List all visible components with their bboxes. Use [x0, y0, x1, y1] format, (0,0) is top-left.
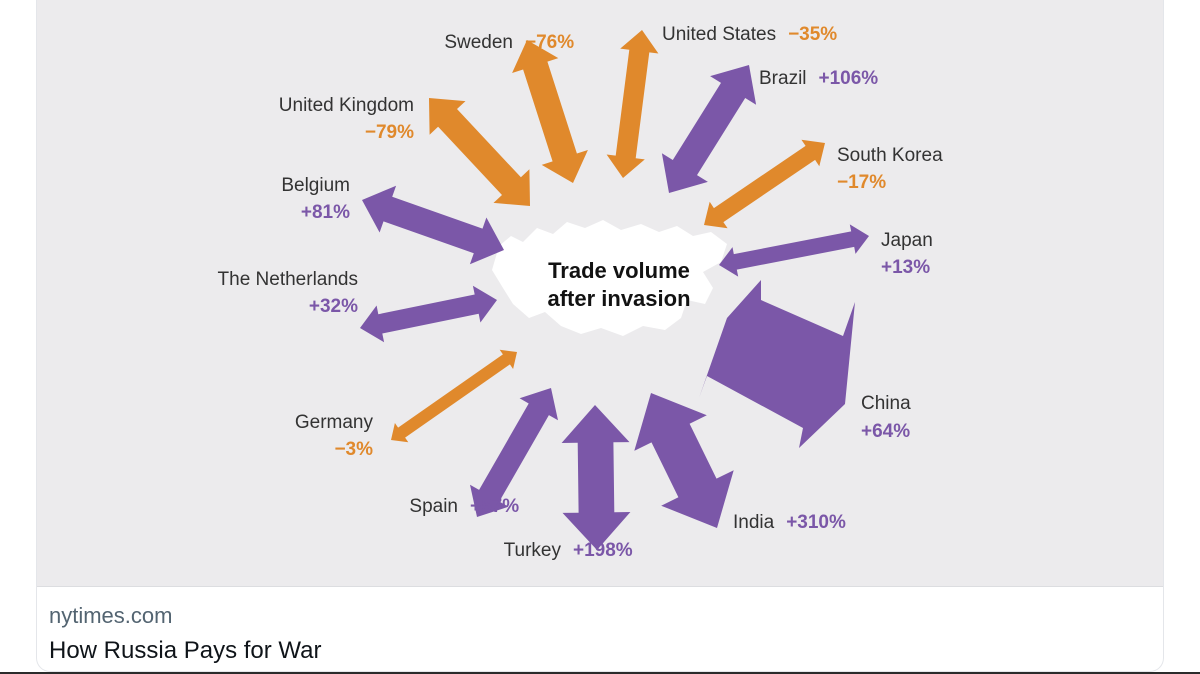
- arrow-the-netherlands: [360, 285, 497, 343]
- arrow-united-kingdom: [429, 98, 530, 206]
- arrow-japan: [719, 224, 869, 277]
- label-south-korea: South Korea: [837, 145, 943, 166]
- arrow-china: [699, 280, 855, 448]
- arrow-sweden: [512, 40, 588, 183]
- value-india: +310%: [786, 512, 846, 533]
- label-united-states: United States: [662, 24, 776, 45]
- value-turkey: +198%: [573, 540, 633, 561]
- value-sweden: −76%: [525, 32, 574, 53]
- value-belgium: +81%: [301, 202, 350, 223]
- value-china: +64%: [861, 421, 910, 442]
- label-germany: Germany: [295, 412, 374, 433]
- link-headline[interactable]: How Russia Pays for War: [49, 637, 322, 664]
- value-the-netherlands: +32%: [309, 296, 358, 317]
- arrow-india: [634, 393, 734, 528]
- value-japan: +13%: [881, 257, 930, 278]
- label-sweden: Sweden: [444, 32, 513, 53]
- chart-title-line2: after invasion: [547, 286, 690, 311]
- russia-map: [492, 220, 727, 336]
- divider: [0, 672, 1200, 674]
- arrow-chart: Trade volume after invasion −76% Sweden Un…: [218, 24, 944, 561]
- label-belgium: Belgium: [281, 175, 350, 196]
- label-the-netherlands: The Netherlands: [218, 269, 358, 290]
- link-preview-card[interactable]: Trade volume after invasion −76% Sweden Un…: [36, 0, 1164, 672]
- label-turkey: Turkey: [504, 540, 562, 561]
- label-japan: Japan: [881, 230, 933, 251]
- arrow-united-states: [606, 30, 659, 178]
- value-united-states: −35%: [788, 24, 837, 45]
- label-spain: Spain: [409, 496, 458, 517]
- arrow-brazil: [661, 65, 757, 193]
- arrow-germany: [391, 349, 517, 443]
- arrow-belgium: [362, 185, 504, 265]
- trade-volume-graphic: Trade volume after invasion −76% Sweden Un…: [37, 0, 1163, 587]
- value-brazil: +106%: [819, 68, 879, 89]
- chart-title-line1: Trade volume: [548, 258, 690, 283]
- arrow-south-korea: [704, 139, 825, 229]
- link-domain[interactable]: nytimes.com: [49, 603, 173, 628]
- label-brazil: Brazil: [759, 68, 807, 89]
- label-china: China: [861, 393, 911, 414]
- arrow-spain: [470, 388, 558, 517]
- arrow-turkey: [561, 405, 631, 550]
- value-south-korea: −17%: [837, 172, 886, 193]
- value-spain: +57%: [470, 496, 519, 517]
- label-india: India: [733, 512, 775, 533]
- label-united-kingdom: United Kingdom: [279, 95, 414, 116]
- value-united-kingdom: −79%: [365, 122, 414, 143]
- value-germany: −3%: [334, 439, 373, 460]
